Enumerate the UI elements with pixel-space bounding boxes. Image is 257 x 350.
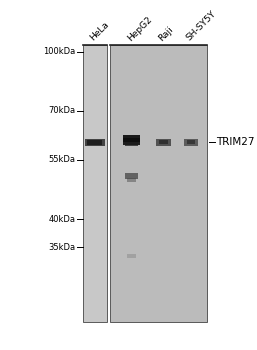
Bar <box>87 140 102 145</box>
Text: 55kDa: 55kDa <box>49 155 76 164</box>
Bar <box>125 142 138 146</box>
Bar <box>82 44 107 322</box>
Bar <box>127 177 136 182</box>
Text: 100kDa: 100kDa <box>43 47 76 56</box>
Text: SH-SY5Y: SH-SY5Y <box>185 9 218 43</box>
Text: HeLa: HeLa <box>88 20 111 43</box>
Text: 35kDa: 35kDa <box>48 243 76 252</box>
Bar <box>85 139 105 146</box>
Bar <box>184 139 198 146</box>
Text: 70kDa: 70kDa <box>48 106 76 116</box>
Bar <box>187 140 195 145</box>
Bar <box>156 139 171 146</box>
Bar <box>159 140 168 145</box>
Bar <box>123 135 140 142</box>
Text: Raji: Raji <box>157 25 175 43</box>
Text: HepG2: HepG2 <box>125 15 153 43</box>
Bar <box>127 254 136 258</box>
Text: 40kDa: 40kDa <box>49 215 76 224</box>
Bar <box>111 44 207 322</box>
Text: TRIM27: TRIM27 <box>216 137 255 147</box>
Bar <box>125 173 138 179</box>
Bar <box>123 138 140 145</box>
